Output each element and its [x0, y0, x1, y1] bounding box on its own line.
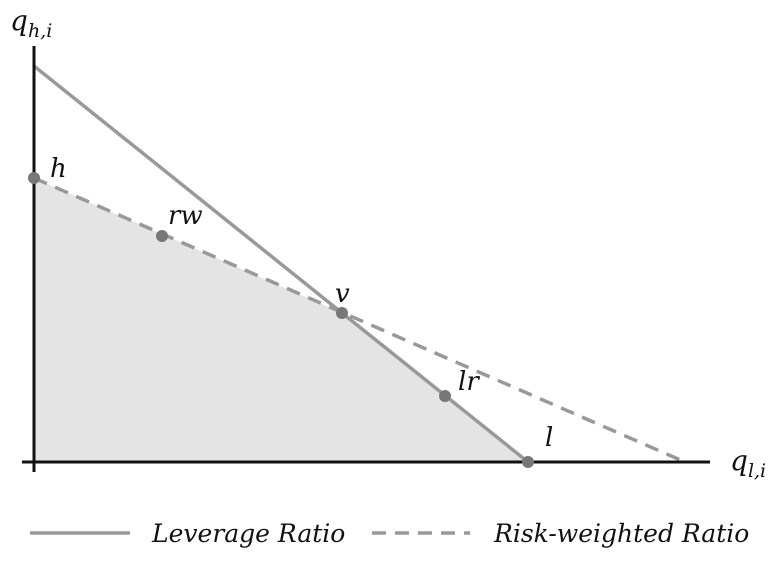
- risk-weighted-ratio-line: [33, 176, 686, 464]
- point-label-h: h: [50, 154, 67, 184]
- feasible-region: [34, 178, 528, 462]
- point-h: [28, 172, 40, 184]
- point-label-rw: rw: [168, 201, 203, 231]
- point-v: [336, 307, 348, 319]
- x-axis-label: ql,i: [730, 444, 766, 482]
- point-label-v: v: [335, 279, 350, 309]
- legend-leverage-label: Leverage Ratio: [151, 519, 345, 548]
- legend: Leverage Ratio Risk-weighted Ratio: [30, 519, 749, 548]
- point-rw: [156, 230, 168, 242]
- legend-risk-label: Risk-weighted Ratio: [493, 519, 749, 548]
- point-label-lr: lr: [458, 367, 480, 397]
- point-label-l: l: [545, 423, 553, 453]
- point-l: [522, 456, 534, 468]
- y-axis-label: qh,i: [10, 4, 52, 42]
- point-lr: [439, 390, 451, 402]
